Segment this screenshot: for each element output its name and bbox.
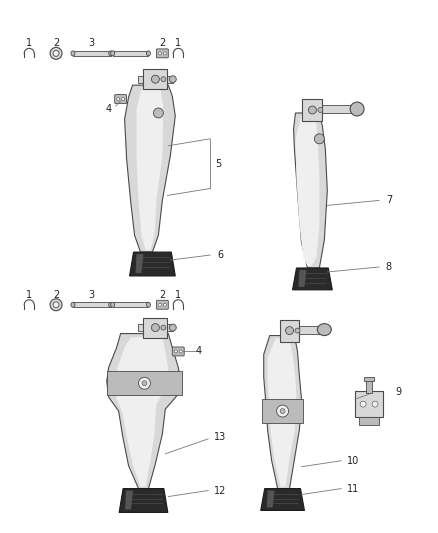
Bar (366, 379, 372, 393)
Ellipse shape (109, 302, 113, 307)
Text: 2: 2 (159, 290, 166, 300)
Bar (279, 320, 300, 342)
Polygon shape (130, 252, 175, 276)
Circle shape (161, 77, 166, 82)
Text: 5: 5 (215, 159, 221, 168)
Ellipse shape (350, 102, 364, 116)
Text: 11: 11 (347, 483, 359, 494)
Circle shape (277, 405, 289, 417)
Circle shape (161, 325, 166, 330)
Polygon shape (262, 399, 304, 423)
Bar (73, 302, 111, 307)
Bar (355, 391, 383, 417)
Text: 2: 2 (159, 38, 166, 49)
Bar (73, 51, 111, 56)
Bar (144, 318, 167, 337)
Text: 2: 2 (53, 290, 59, 300)
Text: 4: 4 (106, 104, 112, 114)
Ellipse shape (146, 302, 150, 307)
Circle shape (179, 350, 182, 353)
Bar (359, 417, 379, 425)
Circle shape (122, 98, 124, 101)
Text: 3: 3 (89, 290, 95, 300)
Polygon shape (296, 116, 319, 266)
Ellipse shape (71, 302, 75, 307)
Circle shape (174, 350, 177, 353)
Text: 1: 1 (26, 38, 32, 49)
Ellipse shape (109, 51, 113, 56)
Polygon shape (107, 334, 180, 489)
FancyBboxPatch shape (115, 94, 127, 103)
Circle shape (50, 47, 62, 59)
FancyBboxPatch shape (156, 300, 168, 309)
Text: 6: 6 (217, 250, 223, 260)
Circle shape (50, 299, 62, 311)
Circle shape (53, 302, 59, 308)
Polygon shape (125, 490, 133, 510)
Circle shape (138, 377, 150, 389)
Bar (144, 69, 167, 89)
Ellipse shape (318, 324, 331, 336)
Polygon shape (264, 336, 301, 489)
Polygon shape (135, 254, 144, 273)
Polygon shape (293, 268, 332, 290)
Circle shape (170, 324, 176, 331)
Circle shape (295, 328, 300, 333)
Polygon shape (261, 489, 304, 511)
Bar (303, 99, 322, 121)
Circle shape (280, 409, 285, 414)
Circle shape (314, 134, 324, 144)
Bar (138, 324, 173, 331)
Ellipse shape (71, 51, 75, 56)
Text: 9: 9 (396, 387, 402, 397)
Bar (113, 302, 148, 307)
Polygon shape (293, 113, 327, 268)
Circle shape (152, 75, 159, 83)
Polygon shape (107, 372, 182, 395)
Ellipse shape (111, 51, 115, 56)
Circle shape (153, 108, 163, 118)
Bar (364, 377, 374, 381)
Text: 7: 7 (386, 196, 392, 205)
Circle shape (53, 51, 59, 56)
Circle shape (159, 52, 161, 55)
FancyBboxPatch shape (156, 49, 168, 58)
Polygon shape (267, 490, 275, 507)
Text: 8: 8 (386, 262, 392, 272)
Circle shape (163, 52, 166, 55)
Polygon shape (119, 489, 168, 512)
Bar (113, 51, 148, 56)
Bar (138, 76, 173, 83)
Text: 1: 1 (175, 38, 181, 49)
Text: 2: 2 (53, 38, 59, 49)
Polygon shape (115, 336, 168, 487)
Text: 1: 1 (175, 290, 181, 300)
Circle shape (360, 401, 366, 407)
Bar (294, 326, 324, 334)
Circle shape (117, 98, 120, 101)
Text: 1: 1 (26, 290, 32, 300)
FancyBboxPatch shape (172, 347, 184, 356)
Polygon shape (298, 270, 307, 287)
Circle shape (159, 303, 161, 306)
Text: 12: 12 (214, 486, 226, 496)
Bar (318, 105, 357, 113)
Polygon shape (124, 85, 175, 252)
Circle shape (152, 324, 159, 332)
Circle shape (372, 401, 378, 407)
Text: 3: 3 (89, 38, 95, 49)
Text: 4: 4 (195, 346, 201, 357)
Circle shape (286, 327, 293, 335)
Polygon shape (268, 338, 297, 487)
Circle shape (163, 303, 166, 306)
Circle shape (142, 381, 147, 386)
Text: 13: 13 (214, 432, 226, 442)
Ellipse shape (111, 302, 115, 307)
Polygon shape (137, 88, 163, 250)
Circle shape (308, 106, 316, 114)
Text: 10: 10 (347, 456, 359, 466)
Ellipse shape (146, 51, 150, 56)
Circle shape (318, 108, 323, 112)
Circle shape (170, 76, 176, 83)
